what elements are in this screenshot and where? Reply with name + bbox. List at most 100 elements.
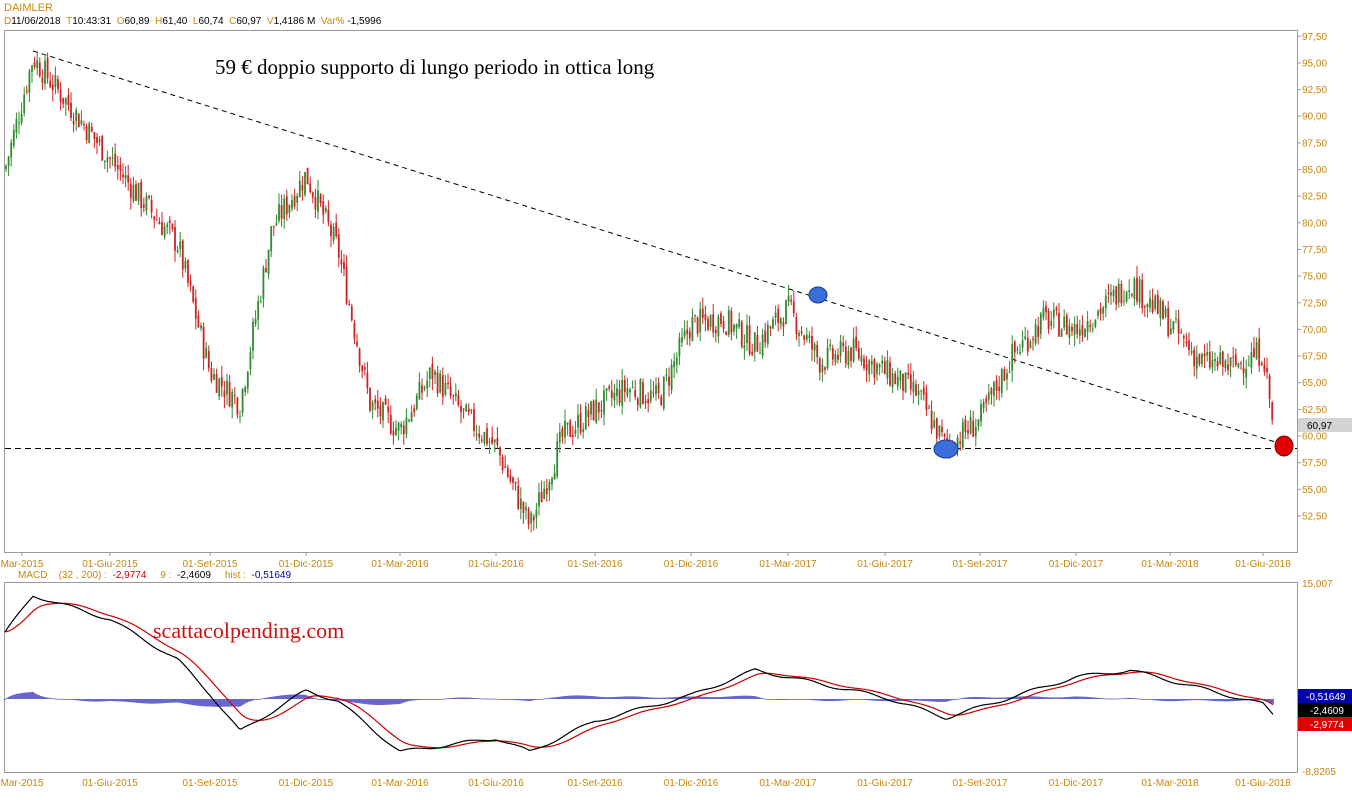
macd-hist-bar <box>1180 699 1182 701</box>
macd-hist-bar <box>172 699 174 703</box>
macd-hist-bar <box>938 699 940 702</box>
macd-hist-bar <box>430 699 432 700</box>
candle-body <box>876 363 878 374</box>
macd-hist-bar <box>274 696 276 699</box>
macd-hist-bar <box>906 699 908 701</box>
macd-hist-bar <box>626 696 628 699</box>
macd-hist-bar <box>542 698 544 700</box>
candle-body <box>766 324 769 345</box>
candle-body <box>504 466 507 468</box>
candle-body <box>194 298 197 319</box>
candle-body <box>961 421 964 448</box>
price-tick-label: 55,00 <box>1302 485 1327 496</box>
macd-hist-bar <box>218 699 220 707</box>
macd-hist-bar <box>442 698 444 700</box>
macd-hist-bar <box>332 699 334 701</box>
macd-hist-bar <box>784 699 786 700</box>
candle-body <box>831 347 834 360</box>
macd-hist-bar <box>640 696 642 699</box>
candle-body <box>187 260 189 283</box>
candle-body <box>852 338 855 362</box>
macd-hist-bar <box>90 699 92 702</box>
candle-body <box>930 410 933 430</box>
candle-body <box>1247 364 1250 366</box>
signal-tag: -2,4609 <box>1310 706 1344 717</box>
candle-body <box>202 326 205 359</box>
macd-hist-bar <box>438 699 440 700</box>
macd-hist-bar <box>1200 699 1202 701</box>
candle-body <box>813 343 816 351</box>
x-tick-label: 01-Giu-2018 <box>1235 559 1291 570</box>
macd-hist-bar <box>842 699 844 701</box>
macd-hist-bar <box>1230 699 1232 702</box>
candle-body <box>673 361 676 368</box>
x-tick-label: 01-Dic-2016 <box>664 559 719 570</box>
macd-hist-bar <box>434 699 436 700</box>
macd-hist-bar <box>176 699 178 703</box>
candle-body <box>220 377 223 387</box>
candle-body <box>943 434 946 437</box>
macd-hist-bar <box>296 694 298 699</box>
macd-hist-bar <box>884 699 886 702</box>
candle-body <box>995 380 998 391</box>
candle-body <box>855 336 858 348</box>
high-key: H <box>155 16 163 27</box>
macd-hist-bar <box>952 699 954 700</box>
candle-body <box>1008 371 1011 373</box>
macd-hist-bar <box>396 699 398 705</box>
macd-hist-bar <box>1028 696 1030 699</box>
macd-hist-bar <box>578 695 580 699</box>
candle-body <box>938 425 941 437</box>
candle-body <box>561 428 564 437</box>
hist-key: hist : <box>224 570 246 581</box>
macd-hist-bar <box>364 699 366 705</box>
candle-body <box>873 359 876 378</box>
macd-hist-bar <box>216 699 218 707</box>
macd-hist-bar <box>64 699 66 700</box>
macd-hist-bar <box>1052 697 1054 699</box>
macd-hist-bar <box>1218 699 1220 702</box>
candle-body <box>1003 369 1006 381</box>
candle-body <box>1164 308 1167 317</box>
macd-hist-bar <box>878 699 880 701</box>
macd-hist-bar <box>194 699 196 706</box>
macd-hist-bar <box>978 696 980 699</box>
candle-body <box>798 333 800 337</box>
macd-hist-bar <box>664 697 666 699</box>
macd-hist-bar <box>544 698 546 700</box>
candle-body <box>207 351 210 369</box>
macd-hist-bar <box>134 699 136 703</box>
macd-hist-bar <box>300 694 302 699</box>
candle-body <box>694 315 696 317</box>
macd-hist-bar <box>58 698 60 700</box>
macd-hist-bar <box>318 699 320 700</box>
candle-body <box>582 428 585 432</box>
candle-body <box>964 419 967 433</box>
candle-body <box>1120 283 1123 304</box>
macd-hist-bar <box>1252 699 1254 701</box>
candle-body <box>756 335 759 352</box>
candle-body <box>280 205 283 219</box>
macd-hist-bar <box>752 695 754 699</box>
macd-hist-bar <box>382 699 384 705</box>
candle-body <box>644 400 647 403</box>
candle-body <box>137 183 140 201</box>
macd-hist-bar <box>1100 698 1102 699</box>
macd-hist-bar <box>356 699 358 704</box>
macd-hist-bar <box>646 697 648 699</box>
macd-hist-bar <box>294 694 296 699</box>
candle-body <box>545 488 548 495</box>
macd-hist-bar <box>164 699 166 704</box>
candle-body <box>210 368 213 381</box>
macd-hist-bar <box>634 696 636 699</box>
macd-hist-bar <box>840 699 842 701</box>
macd-hist-bar <box>1162 699 1164 701</box>
macd-hist-bar <box>582 695 584 699</box>
macd-hist-bar <box>452 697 454 699</box>
candle-body <box>236 397 239 415</box>
candle-body <box>790 299 793 302</box>
candle-body <box>452 395 455 397</box>
signal-tag-bg <box>1298 703 1352 717</box>
macd-hist-bar <box>858 699 860 700</box>
candle-body <box>1047 310 1050 329</box>
